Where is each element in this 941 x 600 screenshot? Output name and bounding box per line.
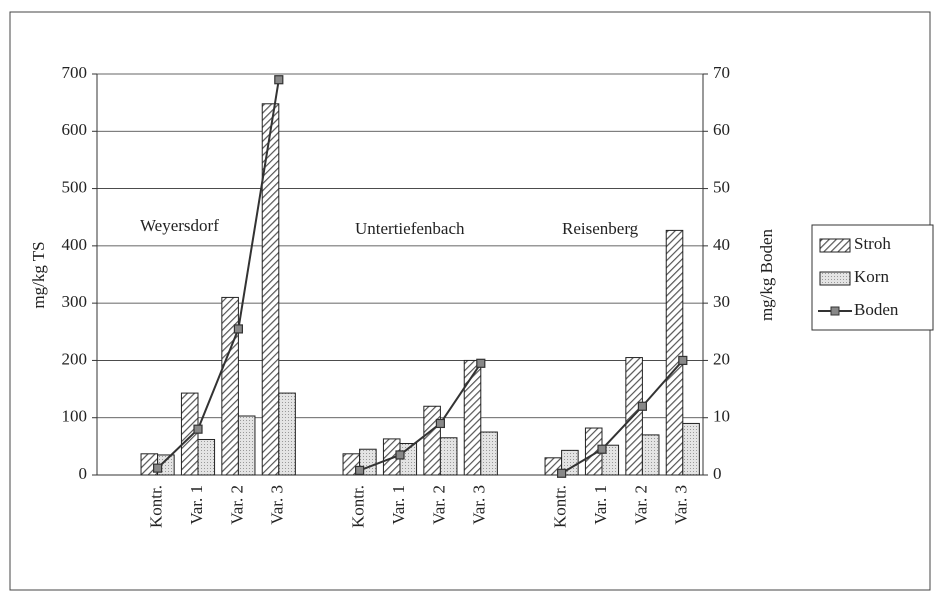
y2-tick-label: 30 [713, 292, 730, 311]
x-tick-label: Var. 3 [268, 485, 287, 525]
y-tick-label: 0 [79, 464, 88, 483]
y-tick-label: 300 [62, 292, 88, 311]
y-tick-label: 200 [62, 349, 88, 368]
y2-tick-label: 60 [713, 120, 730, 139]
legend-swatch [819, 238, 851, 253]
bar [423, 405, 441, 476]
bar [682, 422, 700, 476]
x-tick-label: Var. 2 [631, 485, 650, 525]
legend-marker [830, 306, 840, 316]
annotation: Reisenberg [562, 219, 639, 238]
line-marker [233, 324, 243, 334]
line-marker [678, 355, 688, 366]
line-marker [274, 75, 284, 85]
line-marker [637, 401, 648, 411]
legend-label: Boden [854, 300, 899, 319]
line-marker [597, 444, 607, 454]
y2-tick-label: 70 [713, 63, 730, 82]
legend-label: Stroh [854, 234, 891, 253]
y2-tick-label: 50 [713, 177, 730, 196]
x-tick-label: Var. 1 [187, 485, 206, 525]
line-marker [435, 418, 445, 429]
legend-label: Korn [854, 267, 889, 286]
line-marker [476, 358, 486, 368]
y-axis-label: mg/kg TS [29, 241, 48, 308]
bar [221, 296, 239, 476]
line [156, 79, 684, 475]
y-tick-label: 100 [62, 407, 88, 426]
bar [197, 438, 216, 476]
y2-tick-label: 10 [713, 407, 730, 426]
annotation: Weyersdorf [140, 216, 219, 235]
x-tick-label: Kontr. [349, 485, 368, 528]
x-tick-label: Var. 2 [227, 485, 246, 525]
x-tick-label: Var. 1 [591, 485, 610, 525]
annotation: Untertiefenbach [355, 219, 465, 238]
y-tick-label: 400 [62, 235, 88, 254]
x-tick-label: Kontr. [147, 485, 166, 528]
bar [665, 229, 684, 476]
line-marker [556, 468, 567, 478]
line-marker [355, 465, 365, 476]
y2-axis-label: mg/kg Boden [757, 228, 776, 321]
legend-swatch [819, 271, 851, 286]
y-tick-label: 700 [62, 63, 88, 82]
line-marker [153, 463, 163, 473]
y-tick-label: 500 [62, 177, 88, 196]
bar [261, 103, 280, 476]
y-tick-label: 600 [62, 120, 88, 139]
x-tick-label: Var. 3 [672, 485, 691, 525]
x-tick-label: Var. 1 [389, 485, 408, 525]
bar [463, 359, 482, 476]
bar [480, 431, 498, 476]
y2-tick-label: 40 [713, 235, 730, 254]
y2-tick-label: 20 [713, 349, 730, 368]
bar [180, 392, 199, 476]
bar [641, 434, 660, 476]
x-tick-label: Var. 3 [470, 485, 489, 525]
x-tick-label: Kontr. [551, 485, 570, 528]
bar [278, 392, 296, 476]
line-marker [395, 450, 405, 460]
x-tick-label: Var. 2 [429, 485, 448, 525]
y2-tick-label: 0 [713, 464, 722, 483]
line-marker [193, 424, 203, 434]
bar [237, 415, 256, 476]
bar [439, 437, 458, 476]
